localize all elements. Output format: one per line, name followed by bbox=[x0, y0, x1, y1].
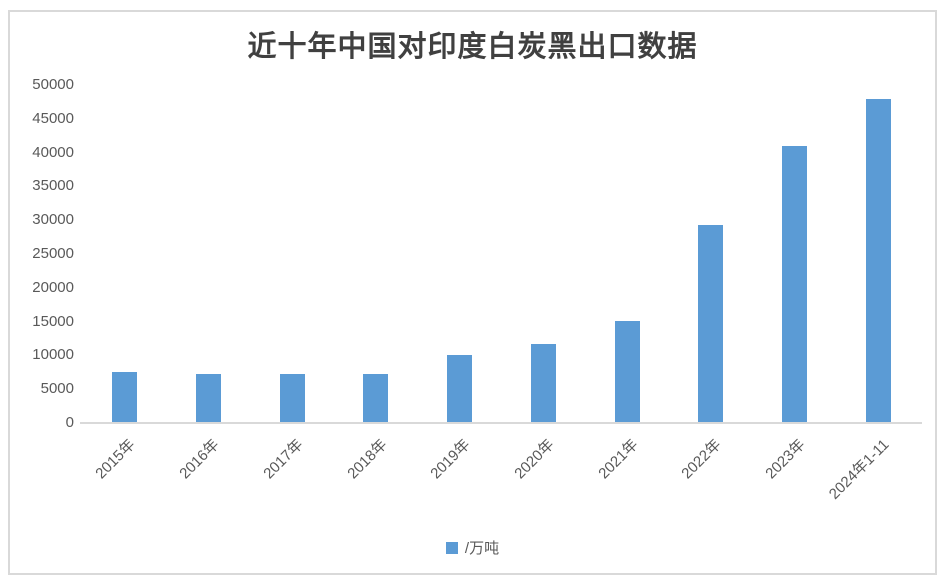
y-axis-tick-label: 45000 bbox=[32, 109, 74, 127]
bar-slot bbox=[753, 85, 837, 423]
bar-2018年 bbox=[363, 373, 389, 423]
legend-swatch-icon bbox=[445, 541, 458, 554]
y-axis-tick-label: 15000 bbox=[32, 312, 74, 330]
chart-frame: 近十年中国对印度白炭黑出口数据 0 5000 10000 15000 20000 2500… bbox=[8, 10, 937, 575]
y-axis-tick-label: 0 bbox=[65, 414, 74, 431]
x-axis-tick-label: 2024年1-11 bbox=[825, 436, 893, 503]
y-axis-tick-label: 10000 bbox=[32, 346, 74, 364]
bar-slot bbox=[502, 85, 586, 423]
bar-2022年 bbox=[698, 224, 724, 423]
plot-area: 0 5000 10000 15000 20000 25000 30000 35000 40000… bbox=[10, 12, 935, 573]
bar-slot bbox=[250, 85, 334, 423]
bar-2015年 bbox=[112, 371, 138, 423]
y-axis-tick-label: 40000 bbox=[32, 143, 74, 161]
x-axis-tick-label: 2015年 bbox=[92, 436, 140, 483]
bar-slot bbox=[836, 85, 920, 423]
x-axis-tick-label: 2020年 bbox=[511, 436, 558, 483]
y-axis-tick-label: 20000 bbox=[32, 278, 74, 296]
legend: /万吨 bbox=[10, 537, 935, 558]
y-axis-tick-label: 5000 bbox=[40, 380, 74, 398]
x-axis-tick-label: 2022年 bbox=[678, 436, 725, 483]
bar-slot bbox=[83, 85, 167, 423]
bar-slot bbox=[167, 85, 251, 423]
bar-slot bbox=[334, 85, 418, 423]
bar-2016年 bbox=[196, 374, 222, 423]
x-axis-tick-label: 2018年 bbox=[343, 436, 391, 483]
y-axis-tick-label: 30000 bbox=[32, 211, 74, 229]
bar-slot bbox=[418, 85, 502, 423]
bar-2019年 bbox=[447, 355, 473, 423]
bar-2024年1-11 bbox=[865, 98, 891, 423]
bar-slot bbox=[669, 85, 753, 423]
x-axis-tick-label: 2021年 bbox=[594, 436, 642, 483]
bar-2020年 bbox=[530, 343, 556, 423]
bar-2021年 bbox=[614, 320, 640, 423]
bars-container bbox=[83, 85, 920, 423]
bar-2023年 bbox=[781, 145, 807, 423]
bar-2017年 bbox=[279, 373, 305, 423]
y-axis-tick-label: 35000 bbox=[32, 177, 74, 195]
y-axis: 0 5000 10000 15000 20000 25000 30000 35000 40000… bbox=[10, 76, 74, 431]
y-axis-tick-label: 50000 bbox=[32, 76, 74, 93]
x-axis: 2015年 2016年 2017年 2018年 2019年 2020年 2021年 2022年… bbox=[83, 434, 920, 524]
bar-slot bbox=[585, 85, 669, 423]
x-axis-line bbox=[80, 422, 922, 424]
legend-label: /万吨 bbox=[464, 540, 500, 557]
x-axis-tick-label: 2017年 bbox=[260, 436, 307, 483]
chart-title: 近十年中国对印度白炭黑出口数据 bbox=[247, 29, 698, 63]
x-axis-tick-label: 2016年 bbox=[176, 436, 223, 483]
y-axis-tick-label: 25000 bbox=[32, 245, 74, 262]
x-axis-tick-label: 2023年 bbox=[762, 436, 809, 483]
x-axis-tick-label: 2019年 bbox=[427, 436, 474, 483]
